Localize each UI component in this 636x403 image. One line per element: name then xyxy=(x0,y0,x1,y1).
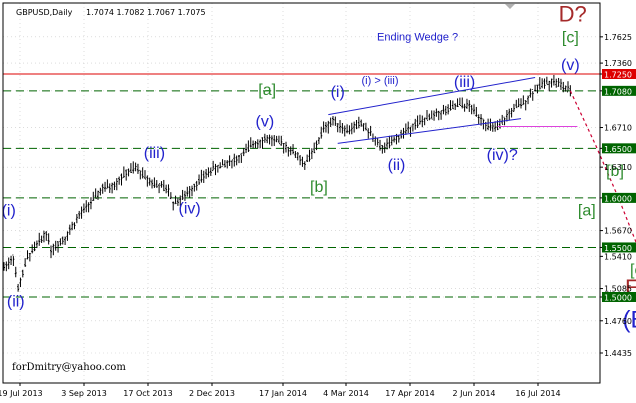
wave-label: (i) > (iii) xyxy=(362,75,399,87)
y-tick-label: 1.5085 xyxy=(604,285,632,294)
y-level-box xyxy=(602,292,636,302)
wave-label: (i) xyxy=(331,84,345,101)
wedge-line xyxy=(337,118,522,144)
wave-label: E? xyxy=(625,275,636,300)
x-tick-label: 16 Jul 2014 xyxy=(515,389,560,398)
price-bars xyxy=(3,74,572,292)
y-tick-label: 1.7625 xyxy=(604,33,632,42)
x-tick-label: 17 Oct 2013 xyxy=(123,389,172,398)
wave-label: (i) xyxy=(2,203,16,220)
y-axis: 1.7625 1.7360 1.7250 1.7080 1.6710 1.6500 1.63… xyxy=(600,33,636,358)
y-level-box xyxy=(602,69,636,79)
x-tick-label: 17 Jan 2014 xyxy=(259,389,307,398)
y-tick-label: 1.7250 xyxy=(604,71,632,80)
y-level-box xyxy=(602,242,636,253)
y-tick-label: 1.6500 xyxy=(604,145,632,154)
x-tick-label: 2 Jun 2014 xyxy=(452,389,495,398)
wave-label: D? xyxy=(559,1,587,26)
x-axis: 19 Jul 2013 3 Sep 2013 17 Oct 2013 2 Dec 20… xyxy=(0,383,561,398)
y-tick-label: 1.7080 xyxy=(604,87,632,96)
header-ohlc: 1.7074 1.7082 1.7067 1.7075 xyxy=(86,8,206,17)
y-level-box xyxy=(602,85,636,96)
x-tick-label: 2 Dec 2013 xyxy=(189,389,235,398)
y-level-box xyxy=(602,143,636,154)
wave-label: (B) xyxy=(623,307,636,334)
y-level-box xyxy=(602,192,636,203)
wave-label: [c] xyxy=(562,29,579,46)
y-tick-label: 1.4435 xyxy=(604,349,632,358)
wave-label: (iv)? xyxy=(487,147,518,164)
y-tick-label: 1.6310 xyxy=(604,163,632,172)
header-symbol: GBPUSD,Daily xyxy=(16,8,73,17)
wave-annotations: (i) (ii) (iii) (iv) (v) [a] (i) [b] (ii) (i) > (i… xyxy=(2,1,636,333)
wave-label: [b] xyxy=(606,163,624,180)
wave-label: [a] xyxy=(258,82,276,99)
wave-label: (v) xyxy=(256,114,275,131)
x-tick-label: 19 Jul 2013 xyxy=(0,389,43,398)
x-tick-label: 17 Apr 2014 xyxy=(385,389,434,398)
x-tick-label: 3 Sep 2013 xyxy=(61,389,107,398)
plot-frame xyxy=(2,2,601,384)
wave-label: (v) xyxy=(561,57,580,74)
level-lines xyxy=(3,73,600,298)
shift-marker-icon xyxy=(505,4,515,9)
wave-label: [c] xyxy=(630,262,636,279)
wave-label: (iii) xyxy=(454,74,475,91)
y-tick-label: 1.5410 xyxy=(604,252,632,261)
y-tick-label: 1.4760 xyxy=(604,317,632,326)
wave-label: Ending Wedge ? xyxy=(377,31,458,43)
wave-label: (ii) xyxy=(388,157,406,174)
x-tick-label: 4 Mar 2014 xyxy=(323,389,369,398)
y-tick-label: 1.7360 xyxy=(604,59,632,68)
y-tick-label: 1.5000 xyxy=(604,294,632,303)
y-tick-label: 1.6000 xyxy=(604,194,632,203)
y-tick-label: 1.5670 xyxy=(604,227,632,236)
watermark: forDmitry@yahoo.com xyxy=(12,362,126,373)
wave-label: [a] xyxy=(578,203,596,220)
projection-path xyxy=(569,90,636,244)
y-tick-label: 1.6710 xyxy=(604,124,632,133)
grid-lines xyxy=(3,3,600,383)
wedge-line xyxy=(328,76,536,116)
wedge-and-projection xyxy=(328,76,636,244)
wave-label: [b] xyxy=(310,179,328,196)
y-tick-label: 1.5500 xyxy=(604,244,632,253)
wave-label: (iii) xyxy=(144,145,165,162)
wave-label: (ii) xyxy=(7,293,25,310)
wave-label: (iv) xyxy=(179,201,201,218)
